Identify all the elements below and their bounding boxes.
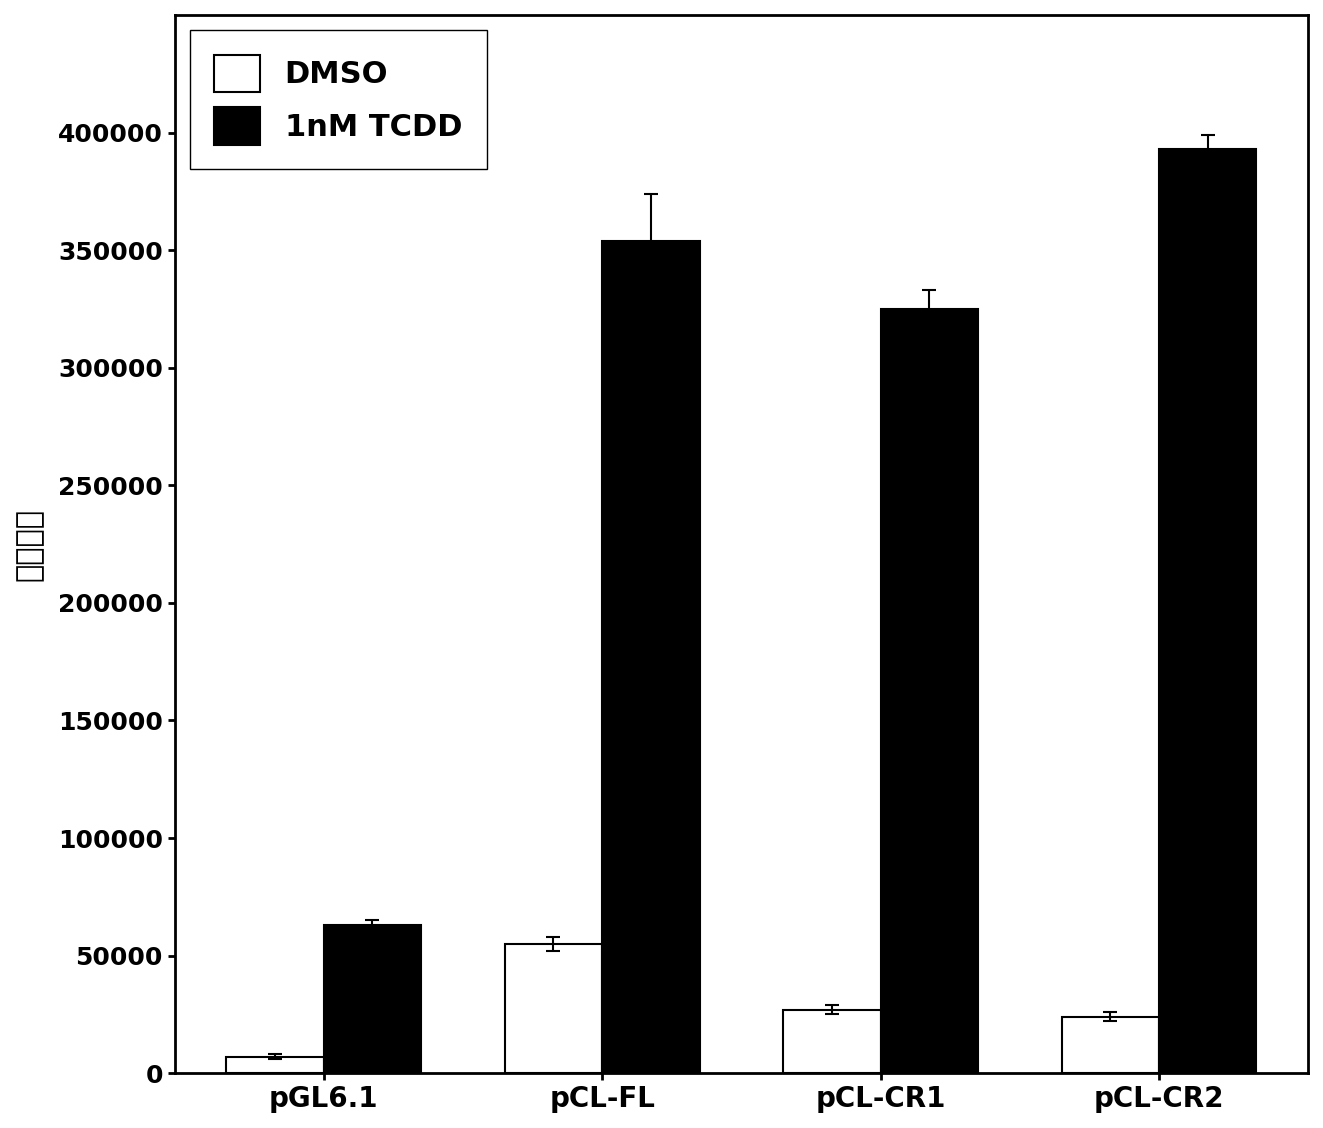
Bar (881, 309, 978, 1073)
Bar (504, 944, 602, 1073)
Bar (1061, 1016, 1159, 1073)
Bar (324, 925, 421, 1073)
Legend: DMSO, 1nM TCDD: DMSO, 1nM TCDD (191, 30, 487, 169)
Y-axis label: 荧光强度: 荧光强度 (15, 508, 44, 581)
Bar (783, 1010, 881, 1073)
Bar (1159, 149, 1257, 1073)
Bar (602, 240, 700, 1073)
Bar (226, 1057, 324, 1073)
